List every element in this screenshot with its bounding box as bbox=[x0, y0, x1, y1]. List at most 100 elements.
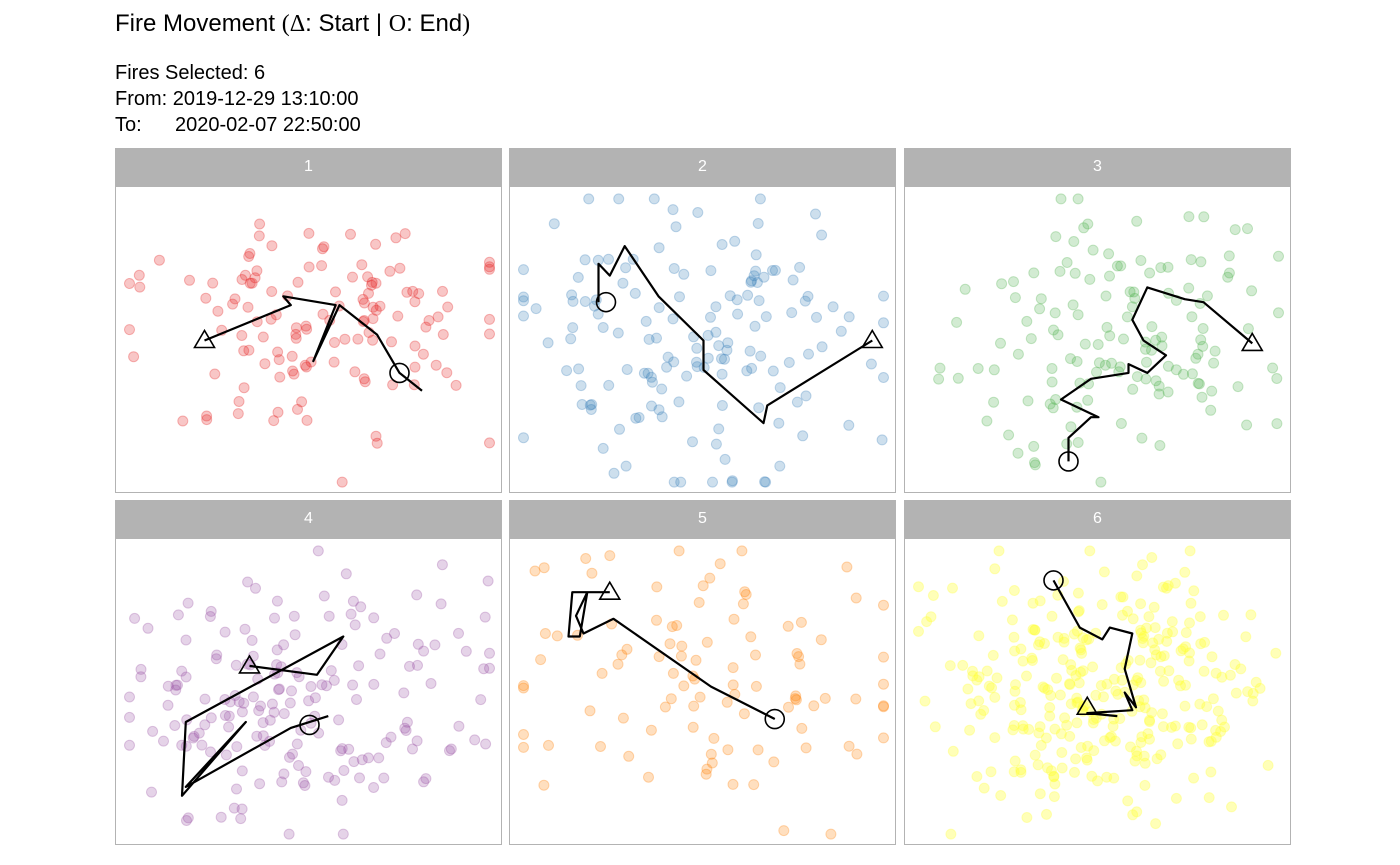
fire-point bbox=[1273, 250, 1284, 262]
fire-point bbox=[827, 301, 839, 313]
fire-point bbox=[1021, 812, 1033, 823]
fire-point bbox=[1210, 724, 1222, 736]
fire-point bbox=[616, 649, 628, 661]
fire-point bbox=[760, 476, 772, 488]
fire-point bbox=[201, 414, 213, 426]
fire-point bbox=[678, 268, 690, 280]
fire-point bbox=[1088, 745, 1100, 757]
fire-point bbox=[1055, 193, 1067, 205]
fire-point bbox=[1065, 353, 1076, 365]
fire-point bbox=[1009, 699, 1020, 711]
facet-panel-6: 6 bbox=[904, 500, 1291, 845]
fire-point bbox=[292, 276, 304, 288]
fire-point bbox=[662, 351, 674, 363]
fire-point bbox=[705, 265, 717, 277]
fire-point bbox=[1271, 418, 1283, 430]
fire-point bbox=[808, 700, 820, 712]
fire-point bbox=[235, 813, 247, 825]
fires-selected-text: Fires Selected: 6 bbox=[115, 62, 266, 84]
fire-point bbox=[412, 659, 423, 671]
fire-point bbox=[1179, 566, 1191, 578]
fire-point bbox=[124, 324, 135, 336]
fire-point bbox=[572, 271, 584, 283]
fire-point bbox=[1235, 663, 1247, 675]
fire-point bbox=[726, 475, 738, 487]
fire-point bbox=[1147, 637, 1159, 649]
fire-point bbox=[767, 265, 778, 276]
fire-point bbox=[1046, 363, 1058, 374]
fire-point bbox=[1206, 651, 1218, 663]
fire-point bbox=[1194, 611, 1206, 623]
fire-point bbox=[1273, 307, 1284, 319]
fire-point bbox=[231, 741, 243, 753]
fire-point bbox=[608, 467, 620, 479]
fire-point bbox=[687, 436, 698, 448]
fire-point bbox=[843, 740, 855, 752]
fire-point bbox=[727, 778, 739, 790]
fire-point bbox=[254, 778, 266, 790]
fire-point bbox=[236, 274, 248, 285]
fire-point bbox=[1049, 723, 1061, 735]
fire-point bbox=[750, 649, 761, 661]
fire-point bbox=[1184, 647, 1195, 659]
fire-point bbox=[1015, 643, 1027, 655]
fire-point bbox=[1025, 333, 1037, 345]
fire-point bbox=[1162, 386, 1174, 398]
fire-point bbox=[1212, 705, 1224, 717]
to-date-text: To: 2020-02-07 22:50:00 bbox=[115, 114, 361, 136]
fire-point bbox=[535, 654, 547, 666]
fire-point bbox=[317, 308, 329, 320]
fire-point bbox=[1075, 644, 1087, 656]
fire-point bbox=[722, 744, 734, 756]
fire-point bbox=[1101, 771, 1113, 783]
fire-point bbox=[518, 295, 529, 307]
fire-point bbox=[989, 732, 1001, 744]
fire-point bbox=[995, 790, 1007, 801]
fire-point bbox=[444, 745, 455, 757]
fire-point bbox=[336, 794, 348, 806]
fire-point bbox=[1195, 334, 1207, 346]
fire-point bbox=[1098, 691, 1109, 703]
movement-path bbox=[204, 295, 423, 392]
fire-point bbox=[630, 412, 642, 424]
fire-point bbox=[944, 660, 956, 672]
fire-point bbox=[182, 812, 194, 824]
fire-point bbox=[1039, 682, 1051, 694]
fire-point bbox=[1195, 256, 1207, 268]
fire-point bbox=[1108, 772, 1120, 784]
fire-point bbox=[1003, 429, 1015, 441]
start-marker-triangle bbox=[860, 328, 884, 349]
fire-point bbox=[774, 460, 786, 472]
fire-point bbox=[1177, 643, 1189, 655]
fire-point bbox=[460, 645, 472, 657]
fire-point bbox=[318, 590, 330, 602]
fire-point bbox=[835, 325, 847, 337]
fire-point bbox=[719, 453, 731, 465]
fire-point bbox=[1064, 678, 1075, 690]
start-triangle-symbol: Δ bbox=[289, 11, 306, 37]
fire-point bbox=[1185, 722, 1197, 734]
fire-point bbox=[749, 320, 761, 332]
fire-point bbox=[1115, 591, 1127, 603]
fire-point bbox=[573, 363, 585, 375]
fire-point bbox=[272, 346, 284, 358]
fire-point bbox=[484, 263, 495, 275]
fire-point bbox=[1153, 633, 1165, 645]
fire-point bbox=[273, 354, 285, 366]
fire-point bbox=[746, 362, 758, 374]
fire-point bbox=[713, 340, 725, 352]
fire-point bbox=[1169, 720, 1181, 732]
fire-point bbox=[1172, 738, 1184, 750]
fire-point bbox=[1186, 311, 1198, 323]
fire-point bbox=[303, 227, 315, 239]
fire-point bbox=[580, 553, 592, 564]
fire-point bbox=[1072, 587, 1084, 599]
fire-point bbox=[238, 382, 250, 394]
fire-point bbox=[1048, 791, 1060, 803]
fire-point bbox=[354, 772, 365, 784]
fire-point bbox=[678, 680, 690, 692]
fire-point bbox=[737, 598, 749, 610]
fire-point bbox=[1008, 720, 1020, 731]
fire-point bbox=[810, 208, 821, 220]
fire-point bbox=[716, 400, 728, 411]
